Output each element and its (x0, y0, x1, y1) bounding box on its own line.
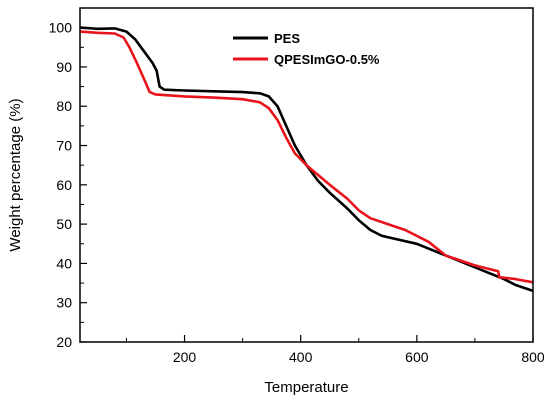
plot-frame (79, 7, 534, 343)
y-tick-label: 100 (49, 20, 73, 36)
y-tick-label: 80 (56, 98, 72, 114)
legend: PES QPESImGO-0.5% (233, 31, 380, 67)
y-tick-label: 90 (56, 59, 72, 75)
x-tick-label: 600 (405, 349, 429, 365)
series-lines (79, 26, 534, 293)
x-axis-label: Temperature (264, 379, 348, 396)
y-tick-label: 20 (56, 334, 72, 350)
axis-ticks (80, 27, 534, 343)
y-tick-label: 50 (56, 216, 72, 232)
legend-label-qpesimgo: QPESImGO-0.5% (274, 52, 380, 67)
y-tick-label: 30 (56, 295, 72, 311)
x-tick-label: 400 (289, 349, 313, 365)
x-tick-label: 800 (521, 349, 545, 365)
series-line-1 (79, 30, 534, 284)
y-axis-label: Weight percentage (%) (7, 98, 24, 251)
y-tick-label: 40 (56, 255, 72, 271)
y-tick-label: 60 (56, 177, 72, 193)
legend-label-pes: PES (274, 31, 300, 46)
x-tick-label: 200 (173, 349, 197, 365)
series-line-0 (79, 26, 534, 293)
y-tick-label: 70 (56, 138, 72, 154)
axis-tick-labels: 200 400 600 800 20 30 40 50 60 70 80 90 100 (49, 20, 545, 365)
